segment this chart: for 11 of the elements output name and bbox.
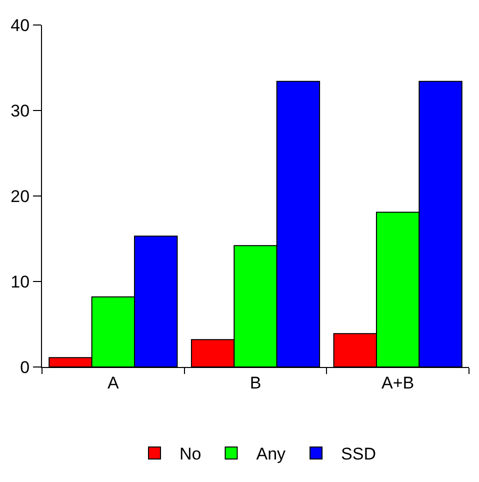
y-tick-label: 40: [10, 16, 30, 35]
legend-label: Any: [256, 444, 286, 464]
legend-label: No: [180, 444, 202, 464]
y-tick-label: 10: [10, 272, 30, 292]
x-tick-label: A+B: [382, 373, 414, 392]
y-tick-label: 20: [10, 186, 30, 206]
x-tick-label: B: [250, 373, 262, 392]
y-tick-label: 30: [10, 101, 30, 120]
x-tick-label: A: [108, 373, 120, 392]
y-tick-label: 0: [20, 358, 30, 377]
legend-label: SSD: [341, 444, 376, 464]
